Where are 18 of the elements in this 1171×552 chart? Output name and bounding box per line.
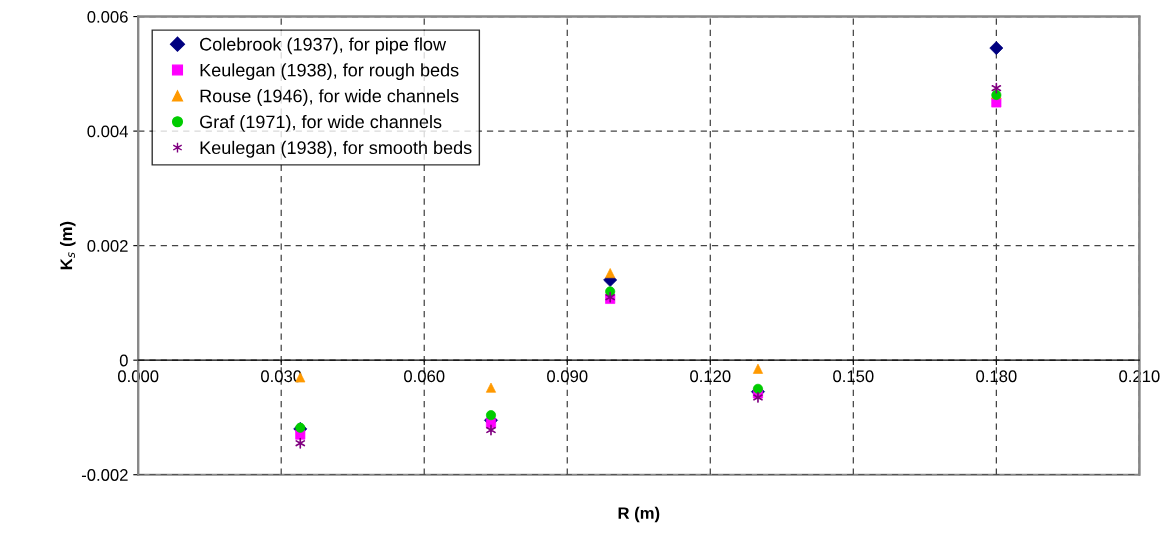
x-tick-label: 0.090 bbox=[547, 370, 588, 383]
legend-label: Graf (1971), for wide channels bbox=[200, 114, 442, 132]
x-axis-title: R (m) bbox=[618, 506, 660, 523]
legend-label: Keulegan (1938), for smooth beds bbox=[200, 140, 472, 158]
x-tick-label: 0.180 bbox=[976, 370, 1017, 383]
x-tick-label: 0.150 bbox=[833, 370, 874, 383]
y-tick-label: 0.002 bbox=[87, 240, 128, 252]
x-tick-label: 0.120 bbox=[690, 370, 731, 383]
y-tick-label: 0.006 bbox=[87, 10, 128, 23]
y-tick-label: 0.004 bbox=[87, 125, 128, 138]
legend-label: Keulegan (1938), for rough beds bbox=[200, 63, 459, 81]
y-tick-label: 0 bbox=[119, 354, 128, 367]
x-tick-label: 0.060 bbox=[404, 370, 445, 383]
y-tick-label: -0.002 bbox=[81, 469, 128, 481]
y-axis-title: K$_{s}$ (m) bbox=[59, 221, 76, 270]
legend-label: Colebrook (1937), for pipe flow bbox=[200, 37, 447, 55]
x-tick-label: 0.210 bbox=[1119, 370, 1160, 383]
legend-label: Rouse (1946), for wide channels bbox=[200, 89, 459, 106]
